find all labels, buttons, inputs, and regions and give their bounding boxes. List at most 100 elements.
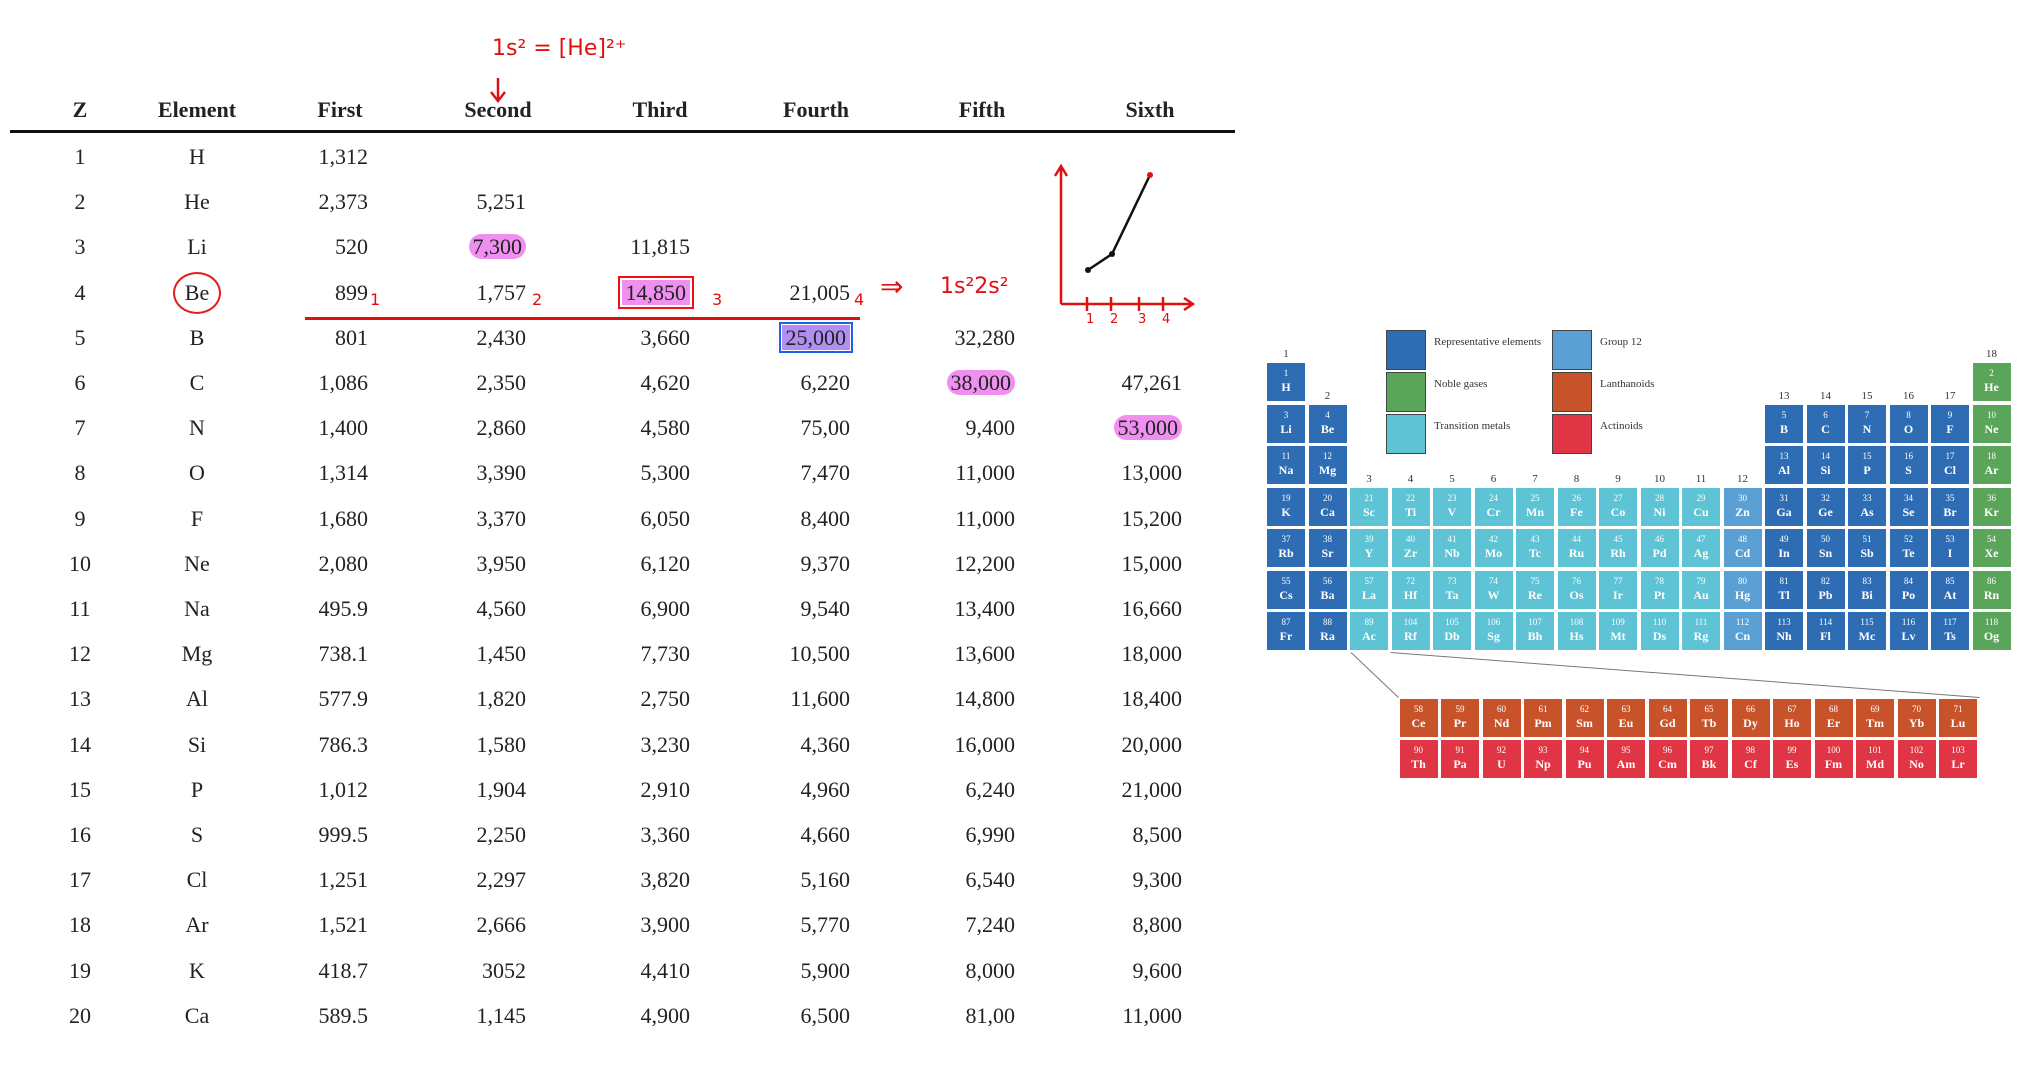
element-symbol: Li <box>1280 421 1292 436</box>
atomic-number: 44 <box>1572 534 1581 544</box>
graph-tick-label: 4 <box>1162 312 1171 327</box>
cell-value: 9 <box>74 505 86 531</box>
element-symbol: Pd <box>1652 546 1667 560</box>
element-symbol: Fr <box>1279 629 1293 643</box>
atomic-number: 66 <box>1746 703 1755 714</box>
cell-value: Si <box>187 731 207 757</box>
cell-value: Ar <box>185 912 209 938</box>
table-cell: 9,600 <box>1062 956 1183 986</box>
element-cell-cu: 29 Cu <box>1681 486 1721 527</box>
element-symbol: Co <box>1610 504 1626 519</box>
element-cell-cr: 24 Cr <box>1473 486 1514 527</box>
cell-value: 13,400 <box>954 596 1016 621</box>
atomic-number: 73 <box>1447 575 1457 586</box>
atomic-number: 40 <box>1406 534 1415 544</box>
table-cell: 21,005 <box>730 278 851 308</box>
element-cell-mt: 109 Mt <box>1598 611 1638 651</box>
legend-label: Noble gases <box>1434 378 1488 390</box>
table-cell: 7,470 <box>730 458 851 488</box>
column-header-second: Second <box>464 97 532 122</box>
element-symbol: As <box>1860 504 1874 519</box>
table-cell: 1,251 <box>248 865 369 895</box>
cell-value: 5 <box>74 324 86 350</box>
atomic-number: 117 <box>1943 617 1957 627</box>
element-symbol: Md <box>1866 757 1884 771</box>
element-symbol: W <box>1487 587 1500 602</box>
table-cell: 10 <box>30 549 130 579</box>
element-cell-cd: 48 Cd <box>1722 528 1763 568</box>
element-cell-ge: 32 Ge <box>1805 486 1846 527</box>
cell-value: 75,00 <box>800 415 851 441</box>
cell-value: 2,297 <box>476 867 527 893</box>
atomic-number: 67 <box>1787 703 1797 714</box>
group-number: 16 <box>1903 389 1914 402</box>
cell-value: 738.1 <box>318 641 369 667</box>
atomic-number: 28 <box>1655 492 1664 503</box>
element-symbol: Mc <box>1858 629 1876 643</box>
atomic-number: 15 <box>1862 451 1872 461</box>
table-cell: H <box>147 142 247 172</box>
element-cell-lr: 103 Lr <box>1938 739 1978 779</box>
table-cell: O <box>147 458 247 488</box>
atomic-number: 77 <box>1613 575 1623 586</box>
legend-swatch <box>1552 372 1592 412</box>
element-cell-pm: 61 Pm <box>1523 697 1563 738</box>
element-symbol: Bi <box>1861 587 1873 602</box>
element-symbol: Br <box>1943 504 1957 519</box>
cell-value: 1,251 <box>318 867 369 893</box>
table-cell: 7,240 <box>895 910 1016 940</box>
element-symbol: Cn <box>1734 629 1751 643</box>
element-symbol: Ge <box>1818 504 1833 519</box>
element-symbol: Rn <box>1983 587 2000 602</box>
table-cell: He <box>147 187 247 217</box>
table-cell: B <box>147 323 247 353</box>
atomic-number: 97 <box>1704 745 1714 755</box>
cell-value: 19 <box>69 957 91 983</box>
atomic-number: 109 <box>1611 617 1625 627</box>
element-symbol: Rf <box>1404 629 1417 643</box>
element-symbol: Nb <box>1444 546 1460 560</box>
element-symbol: Ac <box>1362 629 1376 643</box>
element-cell-sn: 50 Sn <box>1805 528 1846 568</box>
element-symbol: Nh <box>1776 629 1792 643</box>
table-cell: 495.9 <box>248 594 369 624</box>
table-cell: 11,000 <box>895 458 1015 488</box>
atomic-number: 101 <box>1868 745 1882 755</box>
element-symbol: Al <box>1778 463 1790 477</box>
atomic-number: 75 <box>1530 575 1540 586</box>
cell-value: 2,910 <box>640 776 691 802</box>
atomic-number: 61 <box>1538 703 1548 714</box>
atomic-number: 54 <box>1987 534 1996 544</box>
element-symbol: Sr <box>1321 546 1334 560</box>
element-cell-rg: 111 Rg <box>1681 611 1721 651</box>
table-cell: 786.3 <box>248 730 369 760</box>
element-symbol: Cr <box>1486 504 1501 519</box>
element-cell-sc: 21 Sc <box>1349 486 1389 527</box>
cell-value: 495.9 <box>318 596 369 621</box>
table-cell: 8,400 <box>730 504 851 534</box>
cell-value: 2,860 <box>476 415 527 441</box>
table-cell: 7 <box>30 413 130 443</box>
table-cell: 1,314 <box>248 458 369 488</box>
element-symbol: Dy <box>1743 715 1758 730</box>
element-symbol: Re <box>1528 587 1542 602</box>
element-symbol: He <box>1984 380 1999 394</box>
table-cell: 47,261 <box>1062 368 1183 398</box>
table-cell: 5,251 <box>406 187 527 217</box>
cell-value: 6,540 <box>965 867 1016 893</box>
atomic-number: 35 <box>1945 492 1955 503</box>
element-cell-zn: 30 Zn <box>1722 486 1763 527</box>
cell-value: 9,300 <box>1132 867 1183 893</box>
table-cell: F <box>147 504 247 534</box>
atomic-number: 64 <box>1663 703 1672 714</box>
table-cell: 16 <box>30 820 130 850</box>
atomic-number: 41 <box>1447 534 1457 544</box>
element-cell-be: 4 Be <box>1307 403 1348 444</box>
handwritten-underline <box>305 317 860 320</box>
group-number: 17 <box>1944 389 1956 402</box>
atomic-number: 85 <box>1945 575 1955 586</box>
graph-tick-label: 2 <box>1110 312 1119 327</box>
element-symbol: Ru <box>1568 546 1585 560</box>
cell-value: 2,250 <box>476 822 527 847</box>
